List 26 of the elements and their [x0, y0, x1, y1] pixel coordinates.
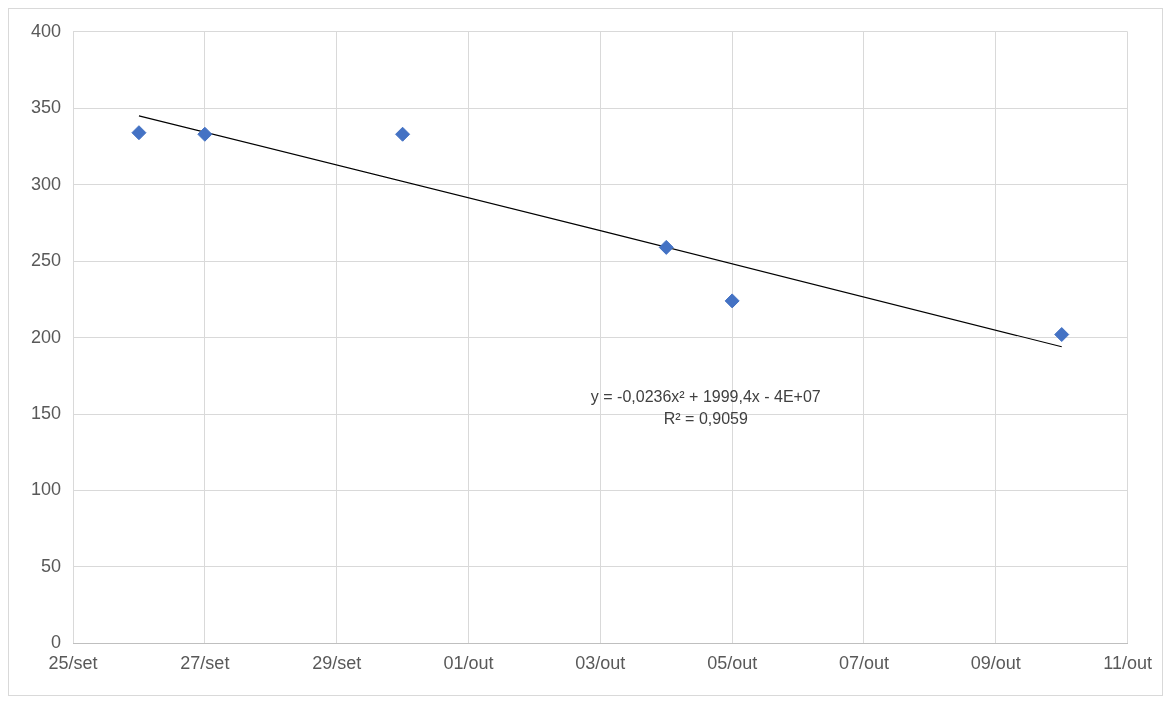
point — [395, 126, 411, 142]
x-tick-label: 27/set — [180, 653, 230, 674]
point — [658, 239, 674, 255]
y-tick-label: 300 — [30, 173, 62, 194]
x-tick-label: 11/out — [1103, 653, 1152, 674]
y-tick-label: 150 — [30, 403, 62, 424]
annotation: y = -0,0236x² + 1999,4x - 4E+07 — [590, 387, 821, 405]
y-tick-label: 100 — [30, 479, 62, 500]
y-tick-label: 350 — [30, 97, 62, 118]
y-tick-label: 50 — [41, 555, 62, 576]
y-tick-label: 250 — [30, 250, 62, 271]
point — [724, 293, 740, 309]
x-tick-label: 29/set — [312, 653, 362, 674]
x-tick-label: 01/out — [443, 653, 494, 674]
x-tick-label: 05/out — [707, 653, 758, 674]
y-tick-label: 200 — [30, 326, 62, 347]
annotation: R² = 0,9059 — [663, 409, 748, 427]
point — [1054, 327, 1070, 343]
x-tick-label: 03/out — [575, 653, 626, 674]
point — [197, 126, 213, 142]
y-tick-label: 400 — [30, 20, 62, 41]
x-tick-label: 09/out — [970, 653, 1021, 674]
point — [131, 125, 147, 141]
y-tick-label: 0 — [51, 632, 62, 653]
x-tick-label: 07/out — [838, 653, 890, 674]
x-tick-label: 25/set — [48, 653, 98, 674]
